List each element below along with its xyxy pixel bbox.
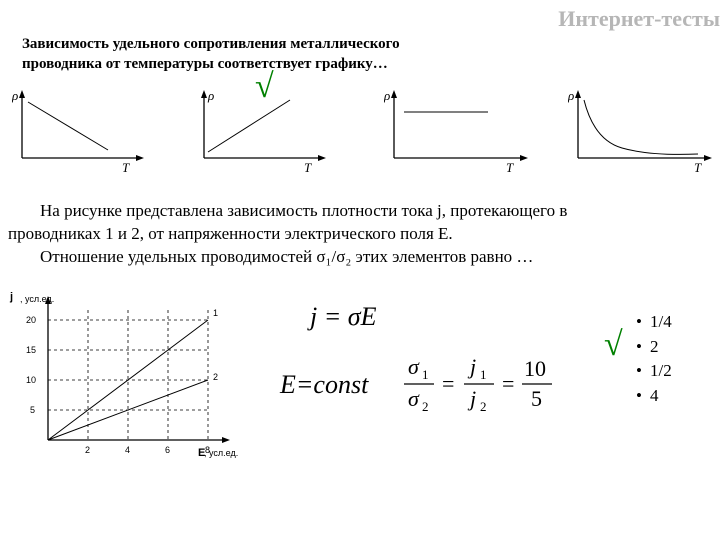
svg-text:20: 20 <box>26 315 36 325</box>
svg-text:ρ: ρ <box>12 88 18 103</box>
svg-text:ρ: ρ <box>384 88 390 103</box>
svg-text:2: 2 <box>85 445 90 455</box>
svg-text:4: 4 <box>125 445 130 455</box>
svg-text:, усл.ед.: , усл.ед. <box>20 294 54 304</box>
svg-text:10: 10 <box>524 356 546 381</box>
q1-plots-row: ρ T ρ T ρ T ρ T <box>12 86 712 186</box>
question-1-text: Зависимость удельного сопротивления мета… <box>22 34 452 75</box>
svg-text:T: T <box>506 160 514 175</box>
svg-text:T: T <box>694 160 702 175</box>
q2-line1: На рисунке представлена зависимость плот… <box>40 201 567 220</box>
formula-j-sigma-e: j = σE <box>310 302 376 332</box>
answer-option: •1/2 <box>636 359 672 384</box>
q2-chart: j , усл.ед. E , усл.ед. 5 10 15 20 2 4 6… <box>8 280 238 470</box>
q1-plot-1: ρ T <box>12 86 152 176</box>
svg-text:2: 2 <box>480 399 487 414</box>
formula-ratio: σ 1 σ 2 = j 1 j 2 = 10 5 <box>400 350 600 420</box>
svg-text:5: 5 <box>531 386 542 411</box>
question-2-text: На рисунке представлена зависимость плот… <box>8 200 708 269</box>
svg-text:T: T <box>122 160 130 175</box>
q1-plot-3: ρ T <box>384 86 534 176</box>
answer-option: •1/4 <box>636 310 672 335</box>
page-header: Интернет-тесты <box>558 6 720 32</box>
svg-text:=: = <box>442 371 454 396</box>
svg-text:2: 2 <box>213 372 218 382</box>
svg-text:=: = <box>502 371 514 396</box>
formula-e-const: E=const <box>280 370 368 400</box>
svg-text:10: 10 <box>26 375 36 385</box>
answer-option: •4 <box>636 384 672 409</box>
q1-plot-2: ρ T <box>194 86 334 176</box>
svg-text:1: 1 <box>213 308 218 318</box>
answer-list: •1/4 •2 •1/2 •4 <box>636 310 672 409</box>
svg-text:5: 5 <box>30 405 35 415</box>
svg-text:j: j <box>9 291 13 303</box>
answer-option: •2 <box>636 335 672 360</box>
svg-text:1: 1 <box>480 367 487 382</box>
svg-text:σ: σ <box>408 354 420 379</box>
svg-text:1: 1 <box>422 367 429 382</box>
q2-line2: проводниках 1 и 2, от напряженности элек… <box>8 224 453 243</box>
svg-text:j: j <box>467 354 476 379</box>
q2-line3: Отношение удельных проводимостей σ₁/σ₂ э… <box>40 247 533 266</box>
q1-plot-4: ρ T <box>568 86 718 176</box>
svg-text:8: 8 <box>205 445 210 455</box>
svg-text:15: 15 <box>26 345 36 355</box>
svg-text:T: T <box>304 160 312 175</box>
svg-text:j: j <box>467 386 476 411</box>
checkmark-q2: √ <box>604 326 623 364</box>
svg-text:σ: σ <box>408 386 420 411</box>
svg-text:ρ: ρ <box>568 88 574 103</box>
svg-text:2: 2 <box>422 399 429 414</box>
svg-text:ρ: ρ <box>207 88 214 103</box>
svg-text:6: 6 <box>165 445 170 455</box>
